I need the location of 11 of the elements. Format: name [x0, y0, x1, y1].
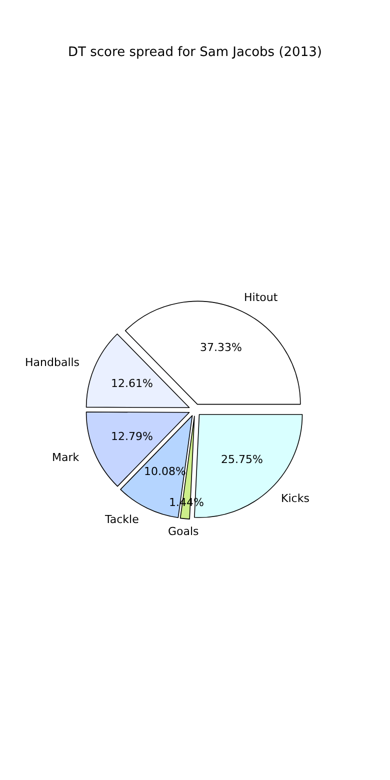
data-label: 25.75%	[221, 453, 263, 466]
data-label: 12.61%	[111, 377, 153, 390]
slice-label: Hitout	[244, 291, 278, 304]
chart-title: DT score spread for Sam Jacobs (2013)	[68, 44, 322, 60]
slice-label: Goals	[168, 525, 200, 538]
slice-label: Mark	[52, 451, 80, 464]
slice-label: Tackle	[104, 513, 140, 526]
slice-label: Handballs	[25, 356, 80, 369]
slice-label: Kicks	[281, 492, 310, 505]
data-label: 37.33%	[200, 341, 242, 354]
data-label: 12.79%	[111, 430, 153, 443]
